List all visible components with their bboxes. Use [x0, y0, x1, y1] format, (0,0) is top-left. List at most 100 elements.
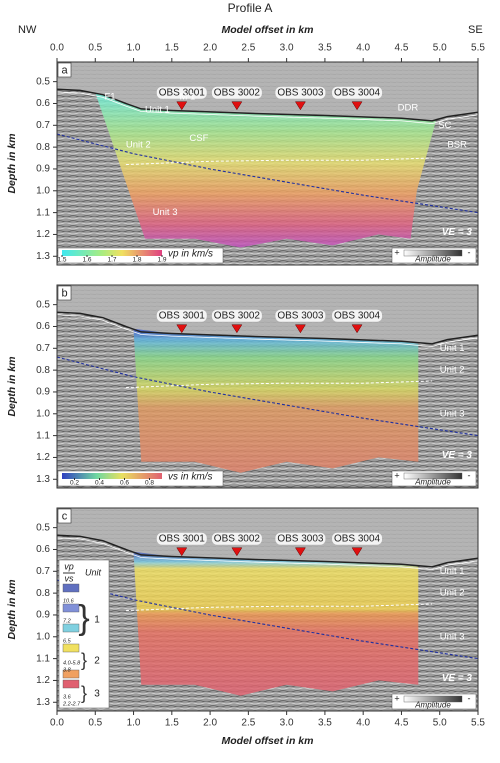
cb-tick-label: 1.7: [107, 257, 116, 264]
annotation: Unit 2: [126, 139, 151, 150]
direction-left: NW: [18, 24, 37, 36]
seafloor-white: [57, 314, 478, 348]
x-tick-label: 0.0: [50, 718, 64, 729]
bsr-line: [57, 133, 478, 214]
x-tick-label: 3.5: [318, 718, 332, 729]
bsr-line: [57, 579, 478, 660]
cb-tick-label: 1.5: [57, 257, 66, 264]
x-tick-label: 1.5: [165, 43, 179, 54]
obs-label-box: [211, 532, 262, 545]
amp-label: Amplitude: [414, 255, 451, 264]
annotation: Unit 3: [440, 631, 465, 642]
seafloor: [57, 534, 478, 568]
y-tick-label: 0.5: [36, 299, 50, 310]
obs-label-box: [211, 86, 262, 99]
obs-marker: [176, 324, 188, 334]
x-axis-label: Model offset in km: [222, 24, 314, 36]
x-tick-label: 3.0: [280, 43, 294, 54]
panel-label: a: [61, 64, 68, 76]
y-tick-label: 0.7: [36, 566, 50, 577]
cb-label: vp in km/s: [168, 249, 213, 260]
x-tick-label: 2.5: [241, 718, 255, 729]
amp-bar: [403, 249, 463, 257]
y-axis-label: Depth in km: [6, 133, 18, 193]
x-axis-label: Model offset in km: [222, 735, 314, 747]
cb-tick-label: 0.4: [95, 480, 104, 487]
x-tick-label: 5.0: [433, 43, 447, 54]
obs-label: OBS 3002: [214, 310, 261, 321]
unit-boundary: [125, 603, 433, 612]
cb-tick-label: 1.8: [132, 257, 141, 264]
legend-entry: 3.6: [63, 694, 72, 700]
bsr-line: [57, 356, 478, 437]
x-tick-label: 0.5: [88, 43, 102, 54]
annotation: F1: [104, 91, 115, 102]
y-tick-label: 0.7: [36, 120, 50, 131]
y-axis-label: Depth in km: [6, 356, 18, 416]
obs-label: OBS 3002: [214, 533, 261, 544]
x-tick-label: 1.0: [127, 43, 141, 54]
legend-swatch: [62, 643, 80, 653]
cb-tick-label: 1.9: [157, 257, 166, 264]
annotation: Unit 1: [145, 105, 170, 116]
obs-marker: [176, 101, 188, 111]
panel: [57, 285, 478, 488]
amp-minus: -: [468, 470, 471, 480]
legend-swatch: [62, 679, 80, 689]
cb-label: vs in km/s: [168, 472, 212, 483]
legend-unit-number: 2: [94, 656, 100, 667]
x-tick-label: 3.0: [280, 718, 294, 729]
y-tick-label: 0.8: [36, 588, 50, 599]
y-axis-label: Depth in km: [6, 579, 18, 639]
obs-label: OBS 3004: [334, 87, 381, 98]
unit-boundary: [125, 380, 433, 389]
legend-swatch: [62, 669, 80, 679]
legend-brace: }: [81, 650, 87, 670]
obs-label-box: [275, 309, 326, 322]
legend-unit-number: 3: [94, 689, 100, 700]
seafloor: [57, 311, 478, 345]
cb-bar: [62, 250, 162, 256]
y-tick-label: 1.2: [36, 675, 50, 686]
obs-label: OBS 3003: [277, 310, 324, 321]
obs-label: OBS 3001: [159, 87, 206, 98]
amp-minus: -: [468, 693, 471, 703]
velocity-model: [133, 328, 419, 473]
seafloor-white: [57, 91, 478, 125]
legend-unit-number: 1: [94, 615, 100, 626]
panel: [57, 62, 478, 265]
y-tick-label: 0.5: [36, 522, 50, 533]
obs-marker: [351, 547, 363, 557]
x-tick-label: 5.5: [471, 718, 485, 729]
amp-label: Amplitude: [414, 478, 451, 487]
x-tick-label: 4.0: [356, 43, 370, 54]
x-tick-label: 5.0: [433, 718, 447, 729]
annotation: SC: [438, 120, 451, 131]
obs-marker: [294, 324, 306, 334]
legend-swatch: [62, 623, 80, 633]
y-tick-label: 0.9: [36, 610, 50, 621]
obs-label-box: [332, 532, 383, 545]
cb-tick-label: 1.6: [82, 257, 91, 264]
y-tick-label: 1.1: [36, 207, 50, 218]
amp-minus: -: [468, 247, 471, 257]
annotation: Unit 1: [440, 566, 465, 577]
legend-vp: vp: [64, 561, 74, 571]
annotation: M 1: [179, 91, 195, 102]
amp-label: Amplitude: [414, 701, 451, 710]
obs-label: OBS 3004: [334, 310, 381, 321]
obs-label: OBS 3004: [334, 533, 381, 544]
obs-marker: [351, 324, 363, 334]
cb-tick-label: 0.6: [120, 480, 129, 487]
panel-label: b: [61, 287, 67, 299]
x-tick-label: 2.5: [241, 43, 255, 54]
obs-label-box: [211, 309, 262, 322]
obs-label: OBS 3002: [214, 87, 261, 98]
ve-label: VE = 3: [442, 227, 473, 238]
velocity-model: [133, 551, 419, 696]
panel-label-box: [57, 508, 72, 524]
annotation: Unit 3: [153, 207, 178, 218]
legend-brace: }: [81, 683, 87, 703]
y-tick-label: 1.3: [36, 697, 50, 708]
velocity-model: [95, 92, 436, 248]
